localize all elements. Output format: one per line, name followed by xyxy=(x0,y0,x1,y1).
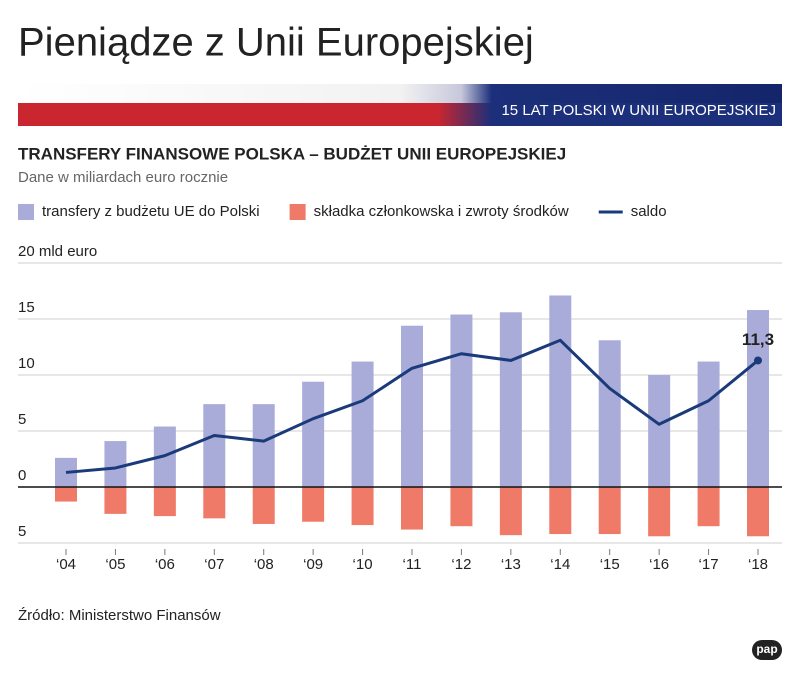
legend-label: składka członkowska i zwroty środków xyxy=(314,203,569,220)
legend-label: saldo xyxy=(631,203,667,220)
bar xyxy=(598,340,621,487)
bar xyxy=(104,441,127,487)
y-tick-label: 0 xyxy=(18,467,26,484)
bar xyxy=(302,381,325,487)
bar xyxy=(153,487,176,517)
x-tick-label: ‘05 xyxy=(105,556,125,573)
x-tick-label: ‘12 xyxy=(451,556,471,573)
y-tick-label: 10 xyxy=(18,355,35,372)
bar xyxy=(499,487,522,536)
x-tick-label: ‘11 xyxy=(403,556,422,573)
x-tick-label: ‘15 xyxy=(600,556,620,573)
legend-swatch xyxy=(289,204,306,220)
page-title: Pieniądze z Unii Europejskiej xyxy=(18,21,534,65)
bar xyxy=(351,487,374,526)
y-tick-label: 5 xyxy=(18,411,26,428)
x-tick-label: ‘09 xyxy=(303,556,323,573)
bar xyxy=(648,487,671,537)
point xyxy=(754,356,762,365)
logo: pap xyxy=(752,640,782,660)
bar xyxy=(401,325,423,487)
x-tick-label: ‘04 xyxy=(56,556,76,573)
bar xyxy=(104,487,127,514)
bar xyxy=(302,487,325,522)
bar xyxy=(203,487,226,519)
x-tick-label: ‘17 xyxy=(699,556,719,573)
x-tick-label: ‘08 xyxy=(254,556,274,573)
logo-text: pap xyxy=(756,642,777,656)
saldo-line xyxy=(65,338,759,474)
x-tick-label: ‘07 xyxy=(204,556,224,573)
bar xyxy=(252,487,275,524)
x-tick-label: ‘18 xyxy=(748,556,768,573)
bar xyxy=(697,361,720,487)
bar xyxy=(697,487,720,527)
x-tick-label: ‘10 xyxy=(353,556,373,573)
bar xyxy=(450,314,473,487)
chart-title: TRANSFERY FINANSOWE POLSKA – BUDŻET UNII… xyxy=(18,144,566,163)
banner: 15 LAT POLSKI W UNII EUROPEJSKIEJ xyxy=(18,84,782,126)
source: Źródło: Ministerstwo Finansów xyxy=(18,607,221,624)
data-label: 11,3 xyxy=(742,330,774,349)
bar xyxy=(55,487,77,502)
bar xyxy=(549,295,572,487)
bar xyxy=(203,404,226,487)
x-tick-label: ‘06 xyxy=(155,556,175,573)
legend-swatch xyxy=(18,204,34,220)
bar xyxy=(499,312,522,487)
bar xyxy=(549,487,572,535)
legend-label: transfery z budżetu UE do Polski xyxy=(42,203,260,220)
bar xyxy=(252,404,275,487)
bar xyxy=(747,487,769,537)
bar xyxy=(351,361,374,487)
y-tick-label: 5 xyxy=(18,523,26,540)
chart-subtitle: Dane w miliardach euro rocznie xyxy=(18,169,228,186)
x-tick-label: ‘16 xyxy=(649,556,669,573)
banner-text: 15 LAT POLSKI W UNII EUROPEJSKIEJ xyxy=(501,102,776,119)
bar xyxy=(450,487,473,527)
bar xyxy=(598,487,621,535)
x-tick-label: ‘14 xyxy=(550,556,570,573)
bar xyxy=(401,487,423,530)
bar xyxy=(648,375,671,487)
y-tick-label: 15 xyxy=(18,299,35,316)
x-tick-label: ‘13 xyxy=(501,556,521,573)
y-tick-label: 20 mld euro xyxy=(18,243,97,260)
bar xyxy=(747,310,769,487)
